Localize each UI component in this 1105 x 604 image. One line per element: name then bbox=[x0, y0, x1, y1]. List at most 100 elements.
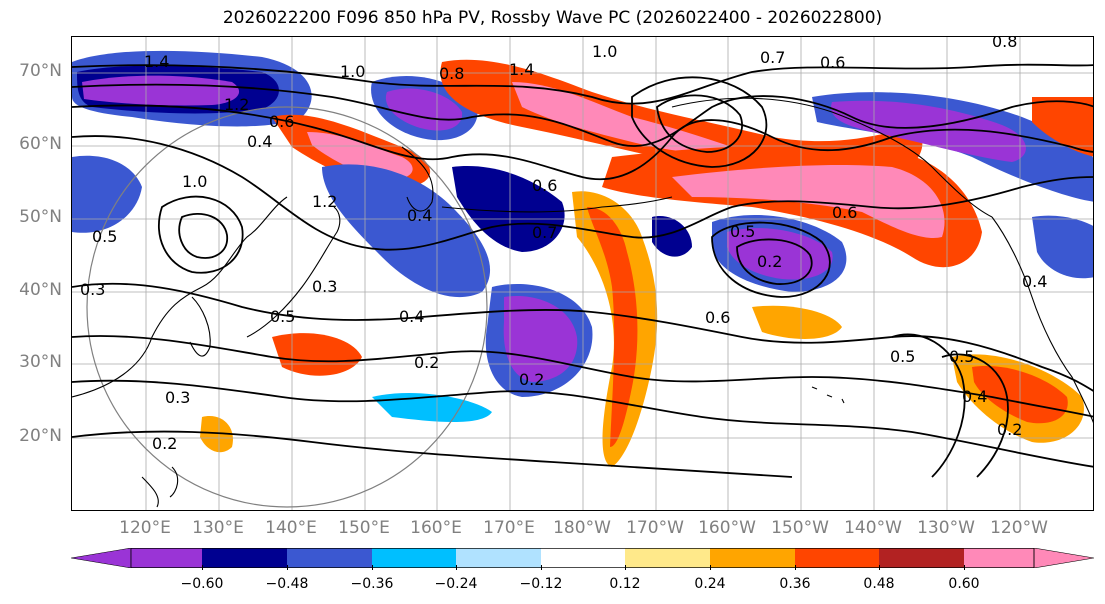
lat-label-40n: 40°N bbox=[19, 280, 62, 300]
pv-map-svg: 1.4 1.0 0.8 1.4 1.0 0.7 0.6 0.8 1.2 0.6 … bbox=[72, 37, 1093, 510]
lon-label-150e: 150°E bbox=[338, 518, 390, 538]
contour-label: 0.3 bbox=[165, 388, 190, 407]
neg-anomaly-small-4 bbox=[652, 216, 692, 257]
contour-5 bbox=[72, 282, 1093, 392]
neg-anomaly-sea-japan bbox=[322, 164, 491, 298]
pos-anomaly-small-1 bbox=[272, 333, 362, 376]
contour-low-central bbox=[711, 221, 831, 298]
contour-label: 0.5 bbox=[730, 222, 755, 241]
coast-japan bbox=[246, 206, 341, 338]
coast-korea bbox=[189, 296, 211, 357]
contour-label: 0.2 bbox=[757, 252, 782, 271]
lon-label-160w: 160°W bbox=[698, 518, 756, 538]
lat-label-70n: 70°N bbox=[19, 61, 62, 81]
contour-2 bbox=[72, 83, 1093, 147]
contour-label: 0.7 bbox=[532, 223, 557, 242]
contour-label: 0.6 bbox=[532, 176, 557, 195]
colorbar-segment bbox=[372, 548, 456, 568]
contour-high-bering-inner bbox=[656, 94, 743, 153]
contour-label: 1.0 bbox=[592, 42, 617, 61]
coast-philippines bbox=[141, 466, 179, 508]
lon-label-150w: 150°W bbox=[771, 518, 829, 538]
colorbar-segment bbox=[287, 548, 372, 568]
colorbar-tickmark bbox=[287, 565, 288, 570]
contour-label: 0.2 bbox=[414, 353, 439, 372]
contour-label: 0.5 bbox=[92, 227, 117, 246]
contour-label: 0.4 bbox=[407, 206, 432, 225]
neg-anomaly-nw-peak bbox=[82, 75, 240, 106]
lat-label-60n: 60°N bbox=[19, 134, 62, 154]
contour-label: 0.5 bbox=[949, 347, 974, 366]
lon-label-130e: 130°E bbox=[192, 518, 244, 538]
contour-3 bbox=[72, 104, 1093, 181]
contour-label: 0.2 bbox=[997, 420, 1022, 439]
contour-label: 0.8 bbox=[992, 37, 1017, 51]
map-panel: 1.4 1.0 0.8 1.4 1.0 0.7 0.6 0.8 1.2 0.6 … bbox=[71, 36, 1094, 511]
contour-low-west-inner bbox=[178, 213, 228, 259]
colorbar-tick-label: −0.24 bbox=[434, 576, 478, 592]
colorbar-segment bbox=[795, 548, 879, 568]
colorbar-tick-label: −0.12 bbox=[519, 576, 563, 592]
contour-label-group: 1.4 1.0 0.8 1.4 1.0 0.7 0.6 0.8 1.2 0.6 … bbox=[80, 37, 1047, 453]
colorbar-extend-min bbox=[71, 548, 132, 568]
colorbar-tickmark bbox=[879, 565, 880, 570]
contour-label: 1.4 bbox=[509, 60, 534, 79]
colorbar-segment bbox=[879, 548, 964, 568]
neg-anomaly-small-3 bbox=[1032, 215, 1093, 279]
contour-southeast-trough bbox=[891, 333, 966, 478]
colorbar-tickmark bbox=[541, 565, 542, 570]
map-title: 2026022200 F096 850 hPa PV, Rossby Wave … bbox=[222, 8, 883, 28]
contour-1 bbox=[72, 63, 1093, 105]
contour-label: 0.5 bbox=[270, 307, 295, 326]
contour-8 bbox=[72, 430, 793, 478]
pos-anomaly-far-ne bbox=[1032, 97, 1093, 157]
coast-north-america bbox=[991, 216, 1093, 423]
neg-anomaly-small-1 bbox=[372, 392, 492, 422]
contour-high-bering bbox=[631, 76, 768, 168]
contour-label: 0.3 bbox=[312, 277, 337, 296]
lat-label-30n: 30°N bbox=[19, 352, 62, 372]
contour-label: 0.6 bbox=[832, 203, 857, 222]
colorbar-tick-label: −0.60 bbox=[180, 576, 224, 592]
colorbar-outline bbox=[130, 548, 1035, 568]
lon-label-140e: 140°E bbox=[265, 518, 317, 538]
lon-label-120w: 120°W bbox=[990, 518, 1048, 538]
contour-4 bbox=[72, 135, 1093, 251]
colorbar-segment bbox=[541, 548, 625, 568]
neg-anomaly-sea-japan-core bbox=[452, 166, 565, 252]
lon-label-140w: 140°W bbox=[844, 518, 902, 538]
colorbar-tick-label: 0.12 bbox=[609, 576, 641, 592]
colorbar-tickmark bbox=[372, 565, 373, 570]
contour-label: 0.4 bbox=[1022, 272, 1047, 291]
coastlines bbox=[72, 97, 1093, 508]
colorbar-segment bbox=[202, 548, 287, 568]
colorbar-segment bbox=[625, 548, 710, 568]
coast-alaska bbox=[671, 97, 993, 218]
colorbar-segment bbox=[964, 548, 1034, 568]
lon-label-130w: 130°W bbox=[917, 518, 975, 538]
colorbar-tickmark bbox=[710, 565, 711, 570]
contour-label: 0.7 bbox=[760, 48, 785, 67]
contour-7 bbox=[72, 379, 1093, 468]
colorbar-tickmark bbox=[795, 565, 796, 570]
contour-label: 0.6 bbox=[705, 308, 730, 327]
lon-label-160e: 160°E bbox=[410, 518, 462, 538]
contour-label: 0.4 bbox=[399, 307, 424, 326]
colorbar-tick-label: 0.24 bbox=[694, 576, 726, 592]
contour-label: 1.0 bbox=[340, 62, 365, 81]
colorbar-tick-label: −0.36 bbox=[350, 576, 394, 592]
lon-label-170e: 170°E bbox=[483, 518, 535, 538]
contour-label: 0.5 bbox=[890, 347, 915, 366]
lon-label-120e: 120°E bbox=[119, 518, 171, 538]
neg-anomaly-small-2 bbox=[72, 155, 142, 233]
contour-label: 1.0 bbox=[182, 172, 207, 191]
coast-kamchatka bbox=[401, 146, 434, 212]
colorbar-tickmark bbox=[202, 565, 203, 570]
lon-label-170w: 170°W bbox=[626, 518, 684, 538]
colorbar-tickmark bbox=[625, 565, 626, 570]
contours bbox=[72, 63, 1093, 478]
contour-label: 0.4 bbox=[247, 132, 272, 151]
pos-anomaly-bering-core bbox=[512, 82, 732, 153]
contour-label: 1.2 bbox=[312, 192, 337, 211]
colorbar-tick-label: 0.48 bbox=[863, 576, 895, 592]
